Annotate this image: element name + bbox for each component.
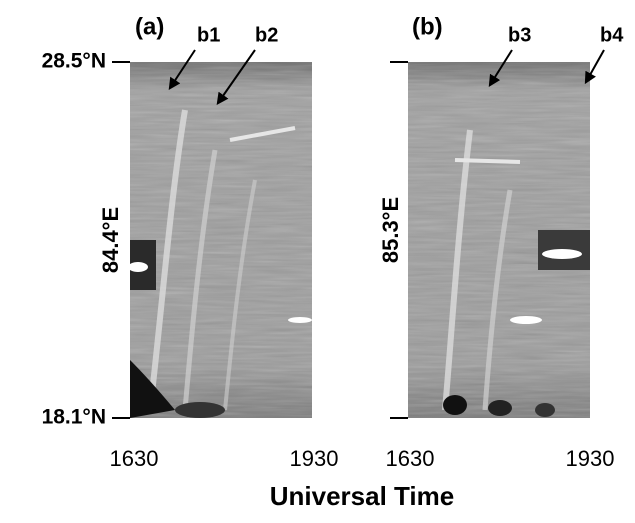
panel-label: (b) bbox=[412, 13, 443, 40]
x-tick-label: 1930 bbox=[290, 446, 339, 471]
x-axis-label: Universal Time bbox=[270, 481, 455, 511]
y-axis-label: 85.3°E bbox=[378, 197, 403, 263]
annotation: b4 bbox=[600, 24, 624, 46]
annotation: b1 bbox=[197, 24, 220, 46]
arrow bbox=[488, 49, 513, 88]
annotation: b3 bbox=[508, 24, 531, 46]
arrow bbox=[168, 49, 196, 91]
x-tick-label: 1630 bbox=[110, 446, 159, 471]
y-tick-label: 18.1°N bbox=[42, 406, 106, 429]
annotation: b2 bbox=[255, 24, 278, 46]
panel-b-image bbox=[408, 62, 590, 418]
arrow bbox=[584, 49, 605, 85]
panel-a-image bbox=[128, 62, 312, 418]
x-tick-label: 1630 bbox=[386, 446, 435, 471]
y-axis-label: 84.4°E bbox=[98, 207, 123, 273]
panel-label: (a) bbox=[135, 13, 164, 40]
arrow bbox=[216, 49, 256, 105]
x-tick-label: 1930 bbox=[566, 446, 615, 471]
y-tick-label: 28.5°N bbox=[42, 50, 106, 73]
